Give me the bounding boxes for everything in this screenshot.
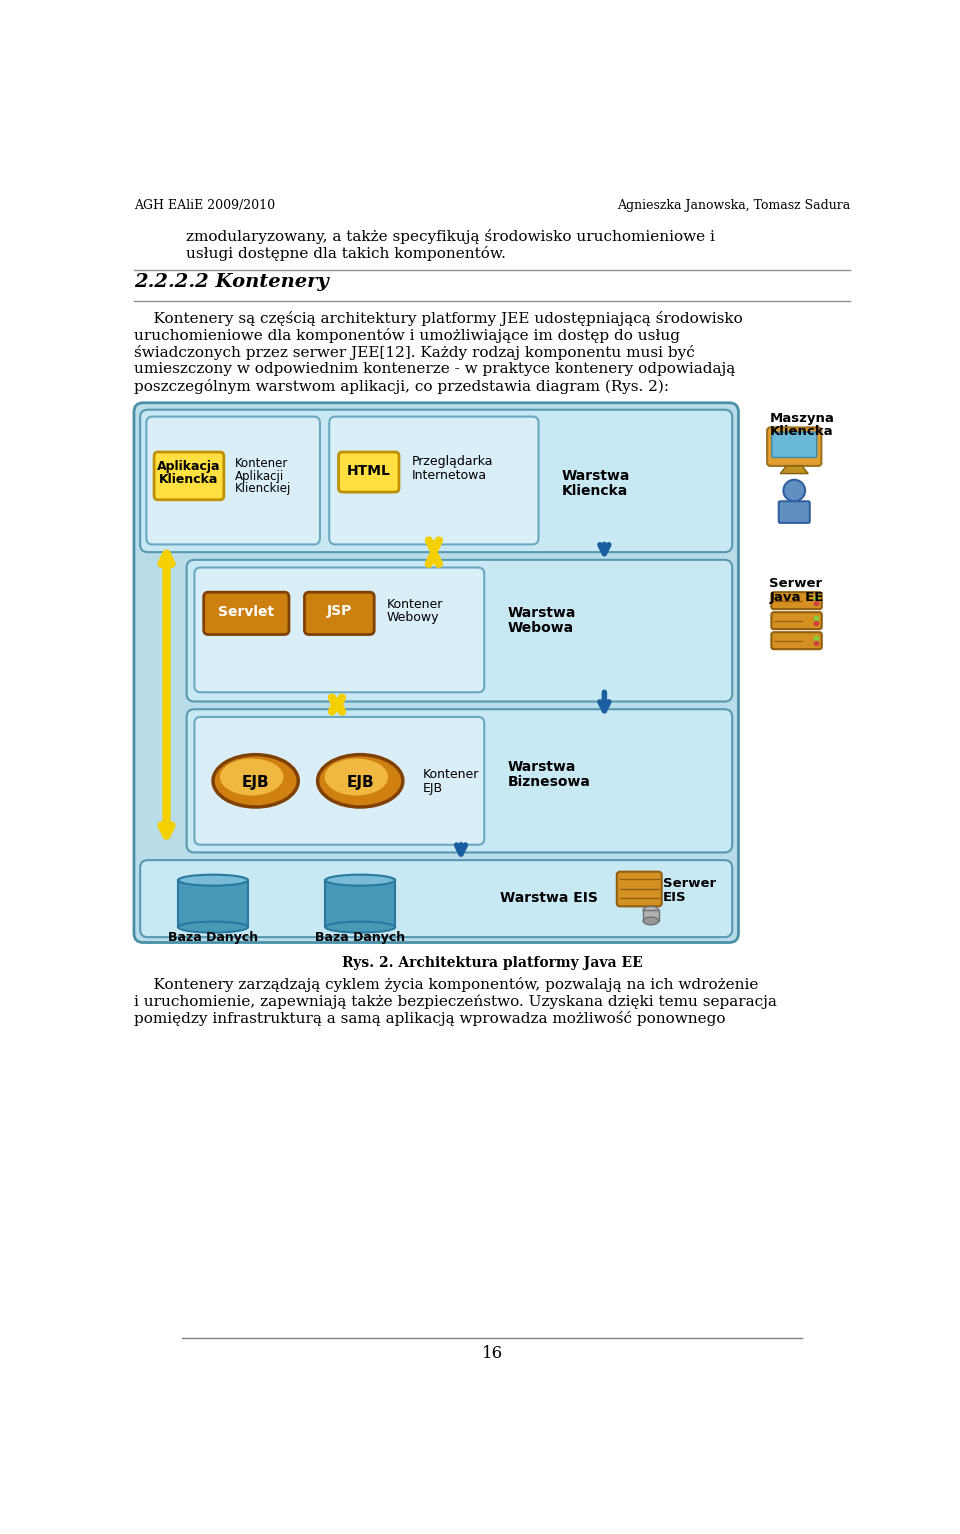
Text: i uruchomienie, zapewniają także bezpieczeństwo. Uzyskana dzięki temu separacja: i uruchomienie, zapewniają także bezpiec…: [134, 994, 777, 1009]
Text: Warstwa: Warstwa: [562, 469, 630, 483]
Ellipse shape: [179, 922, 248, 933]
Text: Przeglądarka: Przeglądarka: [412, 456, 492, 468]
Text: Kliencka: Kliencka: [770, 425, 833, 439]
Text: EJB: EJB: [347, 775, 374, 790]
FancyBboxPatch shape: [155, 453, 224, 500]
Text: Kontenery zarządzają cyklem życia komponentów, pozwalają na ich wdrożenie: Kontenery zarządzają cyklem życia kompon…: [134, 977, 758, 992]
Text: Warstwa EIS: Warstwa EIS: [500, 891, 598, 905]
Text: Kontener: Kontener: [234, 457, 288, 471]
Text: Baza Danych: Baza Danych: [315, 931, 405, 943]
Text: Baza Danych: Baza Danych: [168, 931, 258, 943]
Text: AGH EAliE 2009/2010: AGH EAliE 2009/2010: [134, 199, 276, 213]
Text: Java EE: Java EE: [770, 591, 824, 604]
Circle shape: [783, 480, 805, 502]
FancyBboxPatch shape: [616, 871, 661, 907]
Ellipse shape: [643, 907, 659, 914]
FancyBboxPatch shape: [194, 716, 484, 845]
Text: Agnieszka Janowska, Tomasz Sadura: Agnieszka Janowska, Tomasz Sadura: [617, 199, 850, 213]
Text: EIS: EIS: [662, 891, 686, 904]
FancyBboxPatch shape: [304, 592, 374, 635]
Text: 16: 16: [481, 1345, 503, 1362]
FancyBboxPatch shape: [767, 428, 822, 466]
Text: zmodularyzowany, a także specyfikują środowisko uruchomieniowe i: zmodularyzowany, a także specyfikują śro…: [186, 229, 715, 244]
Text: JSP: JSP: [326, 604, 352, 618]
Text: Kontener: Kontener: [387, 598, 443, 611]
Text: Kliencka: Kliencka: [159, 472, 219, 486]
FancyBboxPatch shape: [779, 502, 809, 523]
Text: poszczególnym warstwom aplikacji, co przedstawia diagram (Rys. 2):: poszczególnym warstwom aplikacji, co prz…: [134, 379, 669, 394]
Text: Warstwa: Warstwa: [508, 759, 576, 775]
FancyBboxPatch shape: [140, 861, 732, 937]
Text: Rys. 2. Architektura platformy Java EE: Rys. 2. Architektura platformy Java EE: [342, 956, 642, 969]
Text: HTML: HTML: [347, 463, 391, 477]
Text: Servlet: Servlet: [218, 604, 275, 618]
Text: Serwer: Serwer: [662, 877, 715, 890]
FancyBboxPatch shape: [772, 592, 822, 609]
Text: Maszyna: Maszyna: [770, 413, 834, 425]
Ellipse shape: [643, 917, 659, 925]
Ellipse shape: [179, 874, 248, 885]
Text: świadczonych przez serwer JEE[12]. Każdy rodzaj komponentu musi być: świadczonych przez serwer JEE[12]. Każdy…: [134, 345, 695, 360]
FancyBboxPatch shape: [146, 417, 320, 545]
Polygon shape: [643, 910, 659, 920]
Text: 2.2.2.2 Kontenery: 2.2.2.2 Kontenery: [134, 273, 328, 291]
Text: Kliencka: Kliencka: [562, 485, 628, 499]
Text: Webowy: Webowy: [387, 612, 439, 624]
FancyBboxPatch shape: [339, 453, 399, 492]
FancyBboxPatch shape: [772, 433, 817, 457]
Text: Aplikacja: Aplikacja: [157, 460, 221, 472]
Text: EJB: EJB: [422, 782, 443, 795]
Text: EJB: EJB: [242, 775, 270, 790]
FancyBboxPatch shape: [134, 403, 738, 942]
Text: Klienckiej: Klienckiej: [234, 482, 291, 495]
Polygon shape: [179, 881, 248, 927]
FancyBboxPatch shape: [186, 709, 732, 853]
Text: Kontenery są częścią architektury platformy JEE udostępniającą środowisko: Kontenery są częścią architektury platfo…: [134, 311, 743, 327]
Polygon shape: [780, 466, 808, 474]
Ellipse shape: [324, 758, 388, 796]
Ellipse shape: [213, 755, 299, 807]
Polygon shape: [325, 881, 396, 927]
Text: Aplikacji: Aplikacji: [234, 469, 284, 483]
FancyBboxPatch shape: [772, 632, 822, 649]
FancyBboxPatch shape: [186, 560, 732, 701]
FancyBboxPatch shape: [194, 568, 484, 692]
Ellipse shape: [318, 755, 403, 807]
Text: uruchomieniowe dla komponentów i umożliwiające im dostęp do usług: uruchomieniowe dla komponentów i umożliw…: [134, 328, 680, 344]
Text: Kontener: Kontener: [422, 767, 479, 781]
Text: Serwer: Serwer: [770, 577, 823, 589]
FancyBboxPatch shape: [204, 592, 289, 635]
Text: pomiędzy infrastrukturą a samą aplikacją wprowadza możliwość ponownego: pomiędzy infrastrukturą a samą aplikacją…: [134, 1011, 726, 1026]
FancyBboxPatch shape: [140, 410, 732, 552]
Text: usługi dostępne dla takich komponentów.: usługi dostępne dla takich komponentów.: [186, 245, 506, 261]
Ellipse shape: [325, 922, 396, 933]
Text: Internetowa: Internetowa: [412, 469, 487, 482]
Ellipse shape: [220, 758, 283, 796]
Text: Webowa: Webowa: [508, 621, 574, 635]
Text: Biznesowa: Biznesowa: [508, 776, 590, 790]
FancyBboxPatch shape: [772, 612, 822, 629]
FancyBboxPatch shape: [329, 417, 539, 545]
Text: umieszczony w odpowiednim kontenerze - w praktyce kontenery odpowiadają: umieszczony w odpowiednim kontenerze - w…: [134, 362, 735, 376]
Text: Warstwa: Warstwa: [508, 606, 576, 620]
Ellipse shape: [325, 874, 396, 885]
